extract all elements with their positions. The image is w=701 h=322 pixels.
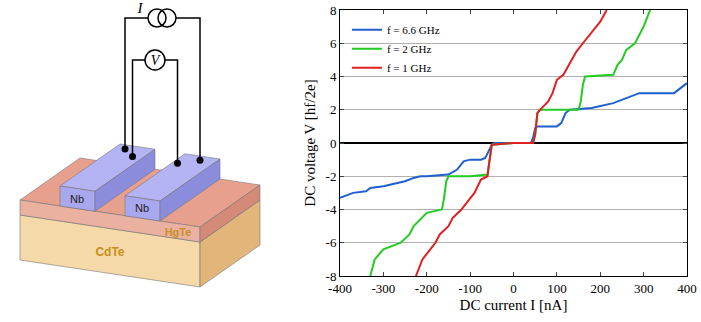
svg-text:DC current I [nA]: DC current I [nA] xyxy=(460,297,568,313)
svg-text:0: 0 xyxy=(330,136,337,151)
svg-text:HgTe: HgTe xyxy=(165,226,192,238)
svg-text:-2: -2 xyxy=(326,169,337,184)
svg-text:8: 8 xyxy=(330,3,337,18)
svg-text:400: 400 xyxy=(677,281,697,296)
svg-text:6: 6 xyxy=(330,36,337,51)
svg-text:DC voltage V [hf/2e]: DC voltage V [hf/2e] xyxy=(302,79,318,206)
svg-text:100: 100 xyxy=(547,281,567,296)
svg-text:-400: -400 xyxy=(328,281,352,296)
svg-text:0: 0 xyxy=(510,281,517,296)
svg-text:4: 4 xyxy=(330,69,337,84)
svg-text:f = 2 GHz: f = 2 GHz xyxy=(387,43,432,55)
svg-text:I: I xyxy=(137,0,144,16)
svg-text:-300: -300 xyxy=(371,281,395,296)
svg-text:300: 300 xyxy=(634,281,654,296)
svg-text:Nb: Nb xyxy=(70,193,84,205)
svg-text:-4: -4 xyxy=(326,202,337,217)
svg-text:V: V xyxy=(151,53,161,68)
svg-text:2: 2 xyxy=(330,102,337,117)
svg-text:-8: -8 xyxy=(326,269,337,284)
svg-text:200: 200 xyxy=(591,281,611,296)
svg-text:f = 1 GHz: f = 1 GHz xyxy=(387,62,432,74)
svg-text:-100: -100 xyxy=(458,281,482,296)
svg-text:-6: -6 xyxy=(326,235,337,250)
svg-text:Nb: Nb xyxy=(135,202,149,214)
svg-text:CdTe: CdTe xyxy=(95,245,124,259)
svg-text:-200: -200 xyxy=(415,281,439,296)
svg-text:f = 6.6 GHz: f = 6.6 GHz xyxy=(387,24,440,36)
